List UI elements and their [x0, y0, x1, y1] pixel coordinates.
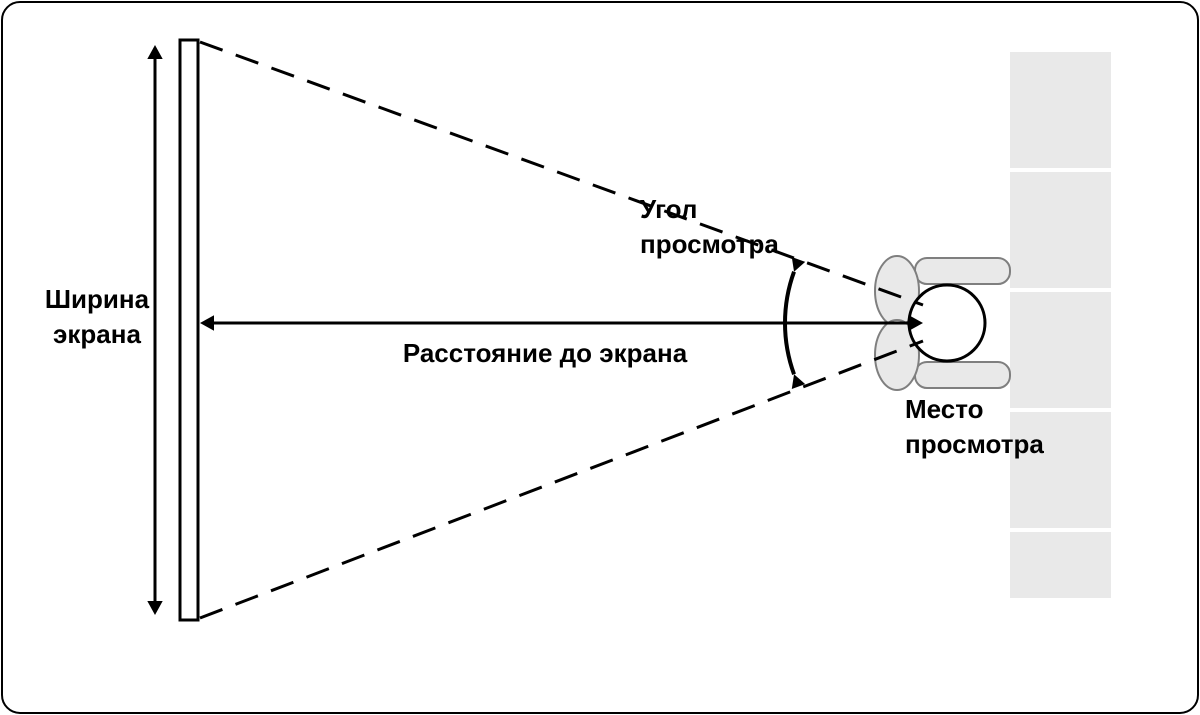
label-seat-2: просмотра: [905, 429, 1044, 459]
screen-width-arrow: [147, 45, 162, 615]
seat-arm-1: [915, 362, 1010, 388]
label-angle-2: просмотра: [640, 229, 779, 259]
label-angle-1: Угол: [640, 194, 697, 224]
seat-arm-0: [915, 258, 1010, 284]
label-seat-1: Место: [905, 394, 984, 424]
label-screen-width-1: Ширина: [45, 284, 150, 314]
distance-arrow: [200, 315, 923, 330]
sight-line-top: [200, 42, 923, 305]
seat-panel: [1008, 50, 1113, 600]
label-distance: Расстояние до экрана: [403, 338, 688, 368]
label-screen-width-2: экрана: [53, 319, 141, 349]
sight-line-bottom: [200, 341, 923, 618]
screen-bar: [180, 40, 198, 620]
